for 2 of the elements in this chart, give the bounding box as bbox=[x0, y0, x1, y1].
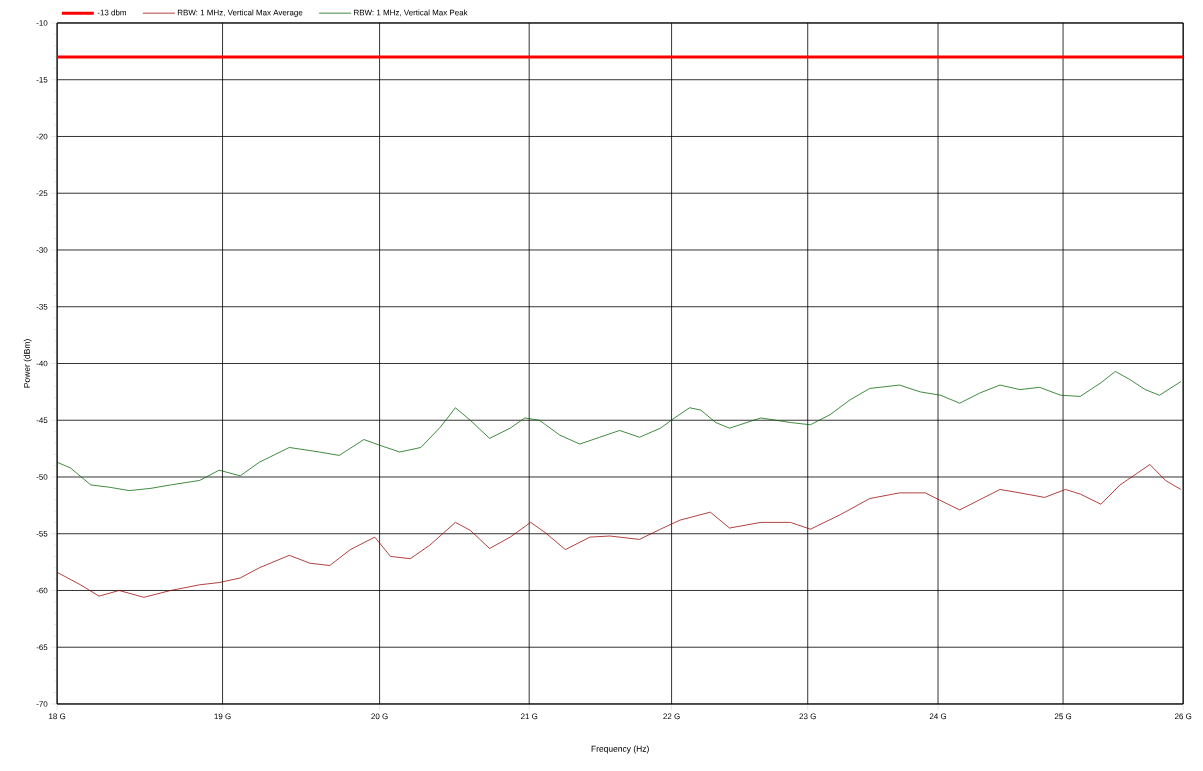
y-axis-title: Power (dBm) bbox=[23, 339, 32, 388]
x-axis-title: Frequency (Hz) bbox=[591, 745, 649, 754]
